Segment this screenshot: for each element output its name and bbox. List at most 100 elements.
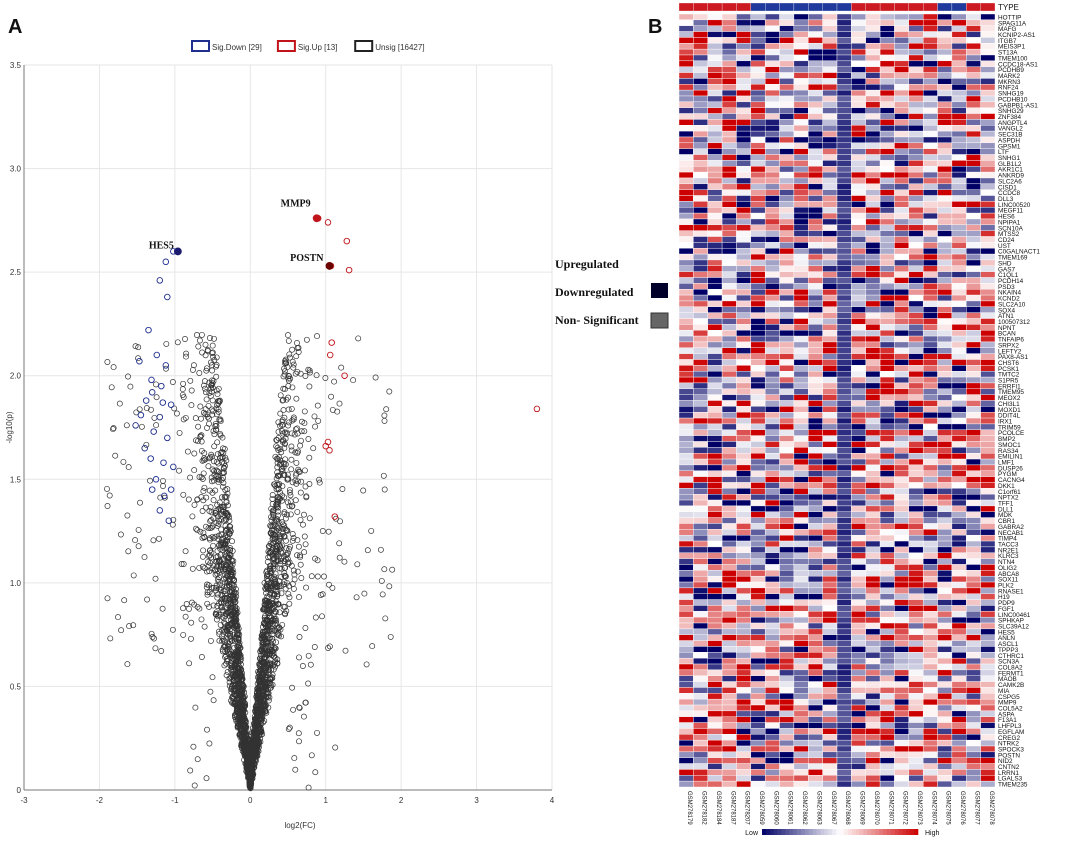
heatmap-cell [721,207,737,214]
heatmap-cell [793,201,809,208]
heatmap-cell [693,119,708,126]
legend-swatch [354,40,374,52]
heatmap-cell [922,435,938,442]
heatmap-cell [779,19,795,26]
heatmap-cell [808,453,823,460]
heatmap-cell [879,218,895,226]
heatmap-cell [750,546,766,553]
heatmap-cell [966,113,981,120]
unsig-point [235,642,242,648]
heatmap-cell [678,546,694,553]
heatmap-cell [980,195,996,202]
heatmap-cell [764,136,780,144]
heatmap-cell [750,371,766,378]
heatmap-cell [851,13,866,21]
heatmap-cell [707,89,723,97]
heatmap-cell [793,517,809,524]
heatmap-cell [808,505,823,512]
unsig-point [283,431,290,437]
heatmap-cell [693,101,708,108]
heatmap-cell [693,558,708,565]
unsig-point [294,508,301,515]
heatmap-cell [736,189,752,196]
highlight-point [312,214,321,223]
heatmap-cell [937,283,953,290]
heatmap-cell [908,13,924,21]
x-axis-title: log2(FC) [284,821,315,830]
heatmap-cell [879,564,895,571]
heatmap-cell [678,265,694,272]
heatmap-cell [678,441,694,448]
heatmap-cell [851,289,866,296]
heatmap-cell [851,464,866,471]
unsig-point [214,548,221,554]
heatmap-cell [693,60,708,67]
unsig-point [137,499,143,506]
unsig-point [301,533,308,540]
heatmap-cell [937,494,953,501]
heatmap-cell [736,453,752,460]
heatmap-cell [865,224,881,231]
unsig-point [178,561,185,567]
heatmap-cell [721,119,737,126]
heatmap-cell [951,95,967,103]
heatmap-cell [808,564,823,571]
heatmap-cell [894,230,910,237]
heatmap-cell [908,289,924,296]
heatmap-cell [980,330,996,337]
unsig-point [209,342,216,349]
unsig-point [241,693,248,700]
unsig-point [132,537,139,544]
heatmap-cell [879,89,895,97]
heatmap-cell [922,166,938,173]
heatmap-cell [836,277,852,284]
heatmap-cell [894,84,910,91]
heatmap-cell [894,25,910,32]
heatmap-cell [894,207,910,214]
heatmap-cell [879,488,895,495]
heatmap-cell [779,277,795,284]
heatmap-cell [836,148,852,155]
heatmap-cell [793,130,809,138]
unsig-point [200,470,207,477]
y-tick-label: 3.0 [10,165,22,174]
unsig-point [277,489,284,496]
heatmap-cell [736,540,752,548]
unsig-point [209,411,216,418]
heatmap-cell [779,195,795,202]
heatmap-cell [908,388,924,395]
volcano-plot: -3 -2 -1 0 1 2 3 400.51.01.52.02.53.03.5log2(FC… [5,40,555,830]
heatmap-cell [922,19,938,26]
heatmap-cell [937,130,953,138]
heatmap-cell [937,248,953,255]
unsig-point [228,592,235,599]
data-point [145,326,152,334]
heatmap-cell [951,224,967,231]
unsig-point [124,512,131,519]
heatmap-cell [851,371,866,378]
heatmap-cell [966,388,981,395]
heatmap-cell [750,283,766,290]
heatmap-cell [721,558,737,565]
heatmap-cell [865,31,881,38]
heatmap-cell [822,330,838,337]
unsig-point [282,440,288,447]
heatmap-cell [879,125,895,132]
heatmap-cell [865,382,881,389]
heatmap-cell [707,271,723,278]
type-bar-cell [951,2,967,12]
heatmap-cell [980,494,996,501]
heatmap-cell [764,406,780,413]
heatmap-cell [808,25,823,32]
heatmap-cell [793,171,809,179]
heatmap-cell [793,552,809,559]
heatmap-cell [808,113,823,120]
heatmap-cell [951,376,967,384]
heatmap-cell [764,341,780,349]
heatmap-cell [980,19,996,26]
unsig-point [302,483,309,490]
unsig-point [303,336,310,343]
heatmap-cell [937,201,953,208]
heatmap-cell [951,236,967,243]
unsig-point [208,517,215,524]
